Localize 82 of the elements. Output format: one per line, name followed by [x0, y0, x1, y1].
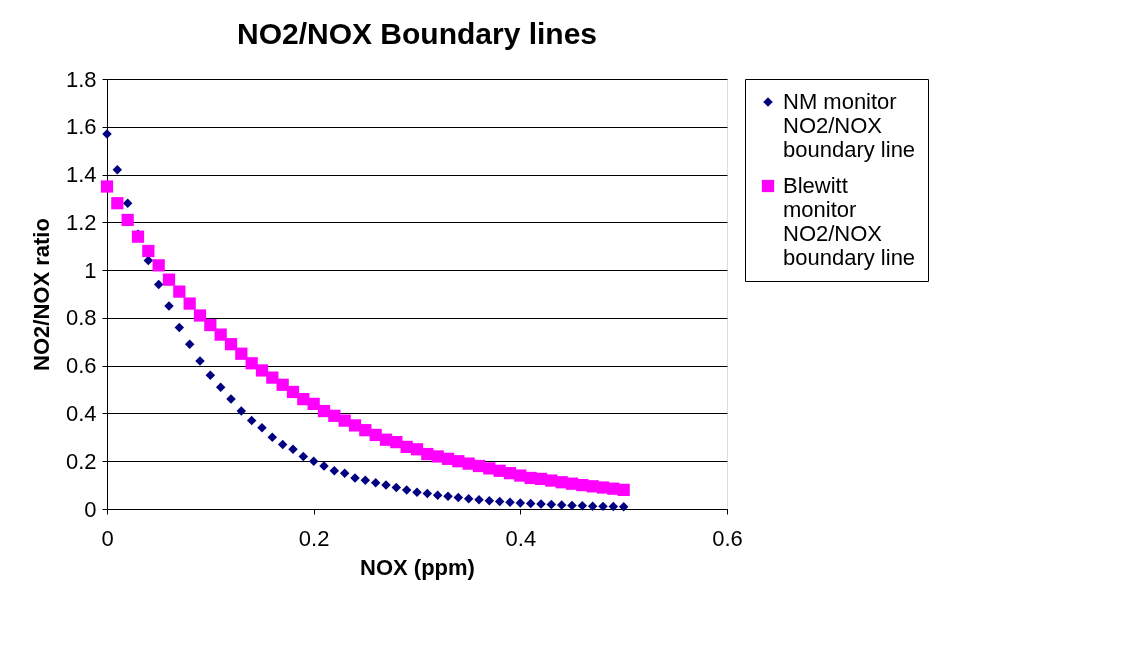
legend-label: NM monitor NO2/NOX boundary line [783, 89, 916, 162]
point [152, 259, 165, 272]
point [122, 198, 133, 208]
y-tick-label: 0.6 [65, 353, 97, 379]
point [338, 414, 351, 427]
point [608, 501, 619, 512]
point [162, 273, 176, 286]
point [173, 285, 186, 298]
point [204, 318, 217, 332]
point [111, 197, 124, 210]
point [617, 483, 630, 497]
point [598, 501, 608, 512]
point [235, 347, 248, 360]
point [515, 498, 526, 508]
point [193, 309, 207, 322]
point [266, 371, 279, 384]
x-tick-label: 0.6 [712, 525, 743, 551]
point [525, 498, 536, 509]
point [288, 444, 298, 455]
point [205, 370, 216, 380]
point [224, 338, 238, 351]
y-tick-label: 1.8 [65, 66, 97, 92]
point [474, 494, 484, 505]
point [443, 491, 453, 502]
y-tick-label: 0 [84, 496, 97, 522]
point [308, 456, 319, 466]
point [484, 495, 495, 506]
point [153, 279, 164, 290]
point [267, 432, 278, 443]
point [567, 500, 577, 511]
x-axis-title: NOX (ppm) [360, 554, 475, 580]
y-tick-label: 1.4 [65, 162, 97, 188]
point [546, 499, 557, 510]
y-tick-label: 0.8 [65, 305, 97, 331]
point [174, 322, 185, 333]
legend-label: Blewitt monitor NO2/NOX boundary line [783, 173, 916, 270]
point [184, 339, 195, 349]
y-tick-label: 1.6 [65, 114, 97, 140]
point [587, 501, 598, 511]
point [505, 497, 515, 508]
x-tick-label: 0.4 [505, 525, 537, 551]
point [328, 409, 341, 422]
point [422, 488, 433, 499]
x-tick-label: 0 [101, 525, 114, 551]
point [297, 392, 310, 406]
point [494, 496, 505, 507]
point [183, 297, 196, 310]
point [215, 382, 226, 392]
chart-title: NO2/NOX Boundary lines [236, 17, 598, 50]
point [453, 492, 464, 503]
point [348, 419, 362, 432]
point [359, 424, 372, 437]
point [432, 490, 443, 500]
point [390, 435, 403, 449]
point [412, 487, 422, 498]
point [255, 364, 269, 377]
y-tick-label: 1 [84, 257, 97, 283]
point [370, 477, 381, 488]
point [577, 500, 588, 511]
point [214, 328, 227, 341]
point [329, 466, 340, 476]
point [298, 451, 309, 462]
point [556, 500, 567, 510]
point [339, 468, 350, 478]
point [360, 475, 371, 486]
point [618, 502, 629, 512]
point [112, 165, 123, 175]
point [391, 482, 402, 493]
point [131, 230, 145, 243]
point [100, 180, 114, 193]
y-axis-title: NO2/NOX ratio [28, 218, 54, 371]
point [236, 406, 247, 416]
y-tick-label: 0.4 [65, 400, 97, 426]
x-tick-label: 0.2 [298, 525, 330, 551]
point [142, 244, 155, 258]
point [277, 439, 288, 450]
point [246, 415, 257, 426]
point [121, 213, 134, 227]
y-tick-label: 1.2 [65, 209, 97, 235]
point [463, 493, 474, 504]
point [401, 485, 412, 495]
y-tick-label: 0.2 [65, 448, 97, 474]
